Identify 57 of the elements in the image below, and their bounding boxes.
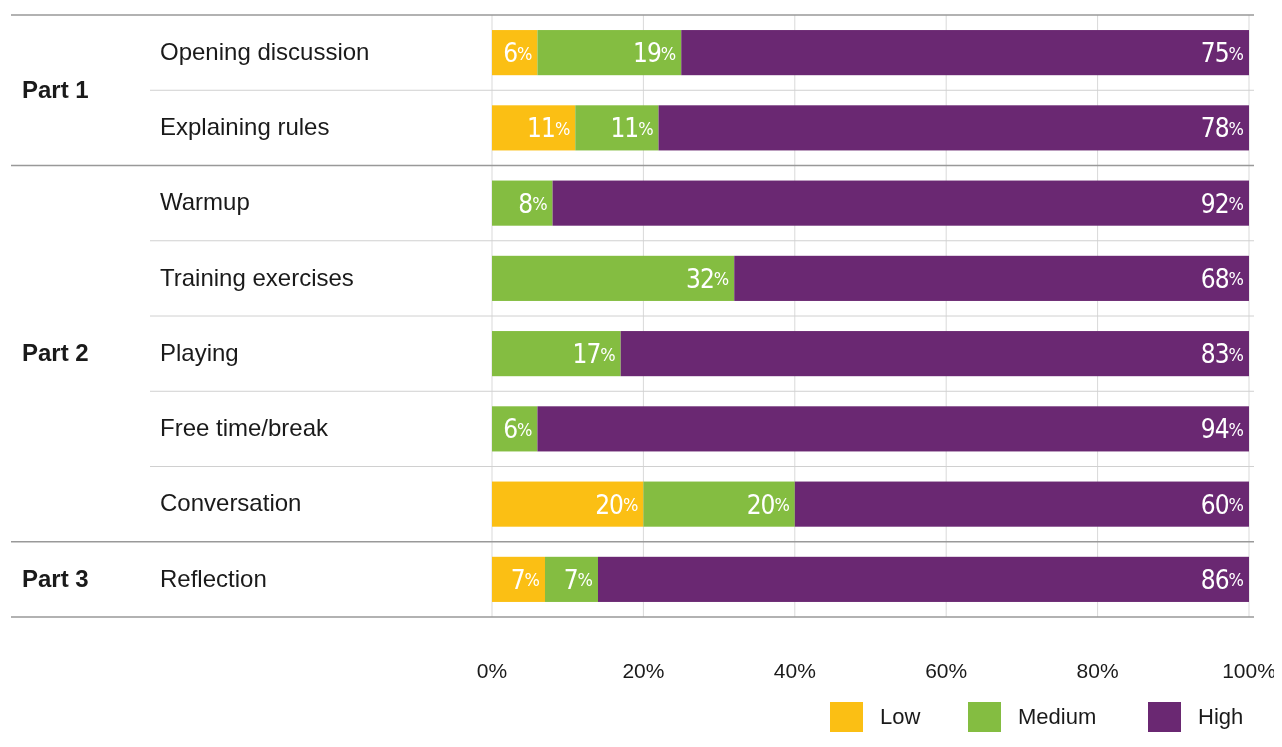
bar bbox=[575, 105, 659, 151]
bar bbox=[544, 556, 598, 602]
data-label: 19% bbox=[633, 38, 676, 69]
y-tick-label: Opening discussion bbox=[160, 37, 370, 65]
x-tick-label: 20% bbox=[622, 658, 665, 682]
y-tick-label: Playing bbox=[160, 338, 239, 366]
legend-label: Low bbox=[880, 703, 921, 729]
data-label: 32% bbox=[686, 263, 729, 294]
bar bbox=[537, 30, 682, 76]
y-tick-label: Conversation bbox=[160, 489, 302, 517]
data-label: 8% bbox=[518, 188, 548, 219]
bar bbox=[537, 406, 1249, 452]
data-label: 7% bbox=[563, 564, 593, 595]
bar bbox=[492, 255, 735, 301]
y-tick-label: Warmup bbox=[160, 188, 250, 216]
y-tick-label: Free time/break bbox=[160, 414, 330, 442]
text: Part 3 bbox=[22, 564, 89, 592]
bar bbox=[643, 481, 795, 527]
data-label: 60% bbox=[1200, 489, 1244, 520]
x-tick-label: 40% bbox=[773, 658, 816, 682]
legend-label: High bbox=[1198, 703, 1244, 729]
x-tick-label: 0% bbox=[476, 658, 508, 682]
bar bbox=[552, 180, 1249, 226]
bar bbox=[734, 255, 1249, 301]
bar bbox=[597, 556, 1249, 602]
x-tick-label: 60% bbox=[925, 658, 968, 682]
bar bbox=[492, 331, 621, 377]
y-tick-label: Reflection bbox=[160, 564, 267, 592]
bar bbox=[492, 180, 553, 226]
bar bbox=[492, 481, 644, 527]
data-label: 94% bbox=[1200, 414, 1244, 445]
data-label: 20% bbox=[746, 489, 790, 520]
x-tick-label: 80% bbox=[1076, 658, 1119, 682]
bar bbox=[794, 481, 1249, 527]
data-label: 75% bbox=[1200, 38, 1244, 69]
data-label: 11% bbox=[527, 113, 570, 144]
data-label: 86% bbox=[1200, 564, 1244, 595]
text: Part 2 bbox=[22, 338, 89, 366]
data-label: 6% bbox=[503, 414, 533, 445]
y-tick-label: Training exercises bbox=[160, 263, 354, 291]
data-label: 20% bbox=[595, 489, 639, 520]
data-label: 92% bbox=[1200, 188, 1244, 219]
data-label: 68% bbox=[1200, 263, 1244, 294]
bar bbox=[492, 556, 545, 602]
bar bbox=[658, 105, 1249, 151]
y-tick-label: Explaining rules bbox=[160, 113, 330, 141]
data-label: 6% bbox=[503, 38, 533, 69]
legend-label: Medium bbox=[1018, 703, 1097, 729]
bar bbox=[492, 105, 576, 151]
data-label: 83% bbox=[1200, 339, 1244, 370]
data-label: 11% bbox=[610, 113, 654, 144]
bar bbox=[620, 331, 1249, 377]
data-label: 78% bbox=[1200, 113, 1244, 144]
text: Part 1 bbox=[22, 75, 89, 103]
bar bbox=[681, 30, 1249, 76]
data-label: 7% bbox=[510, 564, 540, 595]
data-label: 17% bbox=[572, 339, 616, 370]
